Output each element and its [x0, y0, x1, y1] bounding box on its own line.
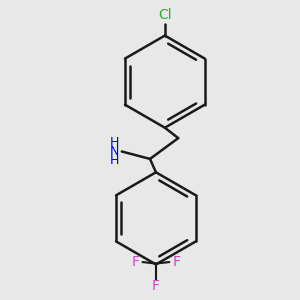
Text: F: F: [152, 279, 160, 293]
Text: H: H: [110, 154, 119, 167]
Text: Cl: Cl: [158, 8, 172, 22]
Text: F: F: [173, 255, 181, 269]
Text: H: H: [110, 136, 119, 149]
Text: N: N: [110, 145, 119, 158]
Text: F: F: [131, 255, 139, 269]
